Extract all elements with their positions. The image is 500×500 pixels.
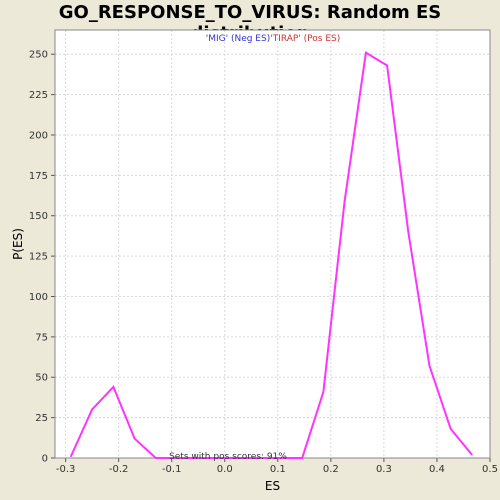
data-point (197, 457, 200, 459)
data-point (322, 390, 325, 393)
plot-area (55, 30, 490, 458)
data-point (91, 408, 93, 411)
series-layer (69, 50, 473, 459)
data-point (365, 51, 367, 54)
y-tick-label: 200 (29, 130, 48, 141)
legend-pos-label: 'TIRAP' (Pos ES) (270, 34, 340, 44)
y-tick-label: 125 (29, 252, 48, 263)
data-point (428, 365, 431, 367)
x-tick-label: -0.2 (109, 464, 129, 475)
data-point (343, 200, 346, 202)
x-tick-label: 0.1 (270, 464, 286, 475)
es-distribution-line (69, 50, 473, 459)
x-tick-label: -0.1 (162, 464, 182, 475)
y-tick-label: 25 (35, 413, 48, 424)
y-tick-label: 0 (42, 454, 48, 465)
y-tick-label: 100 (29, 292, 48, 303)
x-tick-label: 0.3 (376, 464, 392, 475)
data-point (282, 457, 284, 459)
data-point (261, 457, 263, 459)
x-tick-label: 0.0 (217, 464, 233, 475)
data-point (239, 457, 242, 459)
data-point (386, 64, 388, 67)
data-point (407, 231, 410, 233)
y-tick-label: 175 (29, 171, 48, 182)
x-tick-label: 0.2 (323, 464, 339, 475)
legend-text: 'MIG' (Neg ES)'TIRAP' (Pos ES) (206, 34, 341, 44)
y-axis-label: P(ES) (11, 228, 25, 260)
data-point (133, 437, 136, 440)
pos-scores-annotation: Sets with pos scores: 91% (169, 452, 287, 462)
data-point (176, 457, 178, 459)
x-tick-label: 0.4 (429, 464, 445, 475)
x-tick-label: -0.3 (56, 464, 76, 475)
x-axis-label: ES (265, 479, 280, 493)
legend: 'MIG' (Neg ES)'TIRAP' (Pos ES) (206, 34, 341, 44)
data-point (218, 457, 221, 459)
y-tick-label: 225 (29, 90, 48, 101)
data-point (112, 386, 115, 388)
y-tick-label: 50 (35, 373, 48, 384)
data-point (471, 453, 473, 456)
data-point (154, 457, 157, 459)
y-tick-label: 150 (29, 211, 48, 222)
legend-neg-label: 'MIG' (Neg ES) (206, 34, 270, 44)
y-tick-label: 75 (35, 332, 48, 343)
data-point (70, 455, 72, 458)
data-point (449, 428, 452, 430)
y-tick-label: 250 (29, 50, 48, 61)
x-tick-label: 0.5 (482, 464, 498, 475)
data-point (301, 457, 304, 459)
